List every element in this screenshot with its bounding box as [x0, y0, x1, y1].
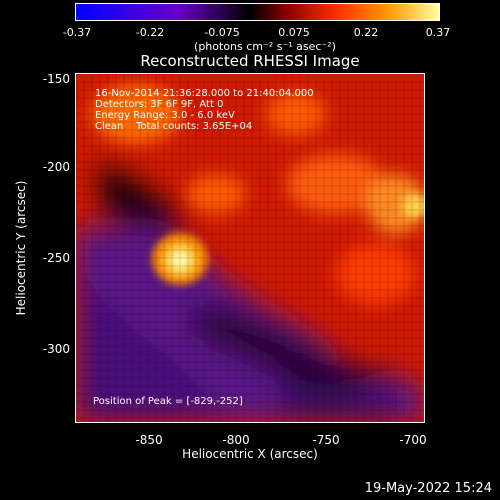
colorbar-gradient [76, 4, 439, 20]
colorbar-tick: 0.22 [353, 26, 379, 39]
y-tick: -150 [42, 72, 70, 86]
timestamp: 19-May-2022 15:24 [364, 481, 492, 496]
x-axis-label: Heliocentric X (arcsec) [182, 447, 318, 461]
colorbar-units: (photons cm⁻² s⁻¹ asec⁻²) [194, 40, 336, 53]
colorbar-tick: -0.22 [135, 26, 165, 39]
x-tick: -850 [135, 433, 163, 447]
info-detectors: Detectors: 3F 6F 9F, Att 0 [95, 99, 224, 110]
info-clean: Clean Total counts: 3.65E+04 [95, 121, 253, 132]
colorbar-tick: -0.37 [62, 26, 92, 39]
peak-position: Position of Peak = [-829,-252] [93, 396, 243, 407]
x-tick: -800 [222, 433, 250, 447]
y-tick: -200 [42, 160, 70, 174]
x-tick: -750 [312, 433, 340, 447]
rhessi-image: 16-Nov-2014 21:36:28.000 to 21:40:04.000… [75, 73, 425, 423]
y-tick: -300 [42, 342, 70, 356]
info-time-range: 16-Nov-2014 21:36:28.000 to 21:40:04.000 [95, 88, 314, 99]
colorbar-tick: 0.075 [278, 26, 310, 39]
plot-title: Reconstructed RHESSI Image [140, 52, 360, 70]
y-axis-label: Heliocentric Y (arcsec) [14, 180, 28, 316]
colorbar [75, 3, 440, 21]
colorbar-tick: 0.37 [425, 26, 451, 39]
rhessi-heatmap [76, 74, 424, 422]
x-tick: -700 [399, 433, 427, 447]
colorbar-tick: -0.075 [204, 26, 240, 39]
info-energy: Energy Range: 3.0 - 6.0 keV [95, 110, 235, 121]
y-tick: -250 [42, 251, 70, 265]
